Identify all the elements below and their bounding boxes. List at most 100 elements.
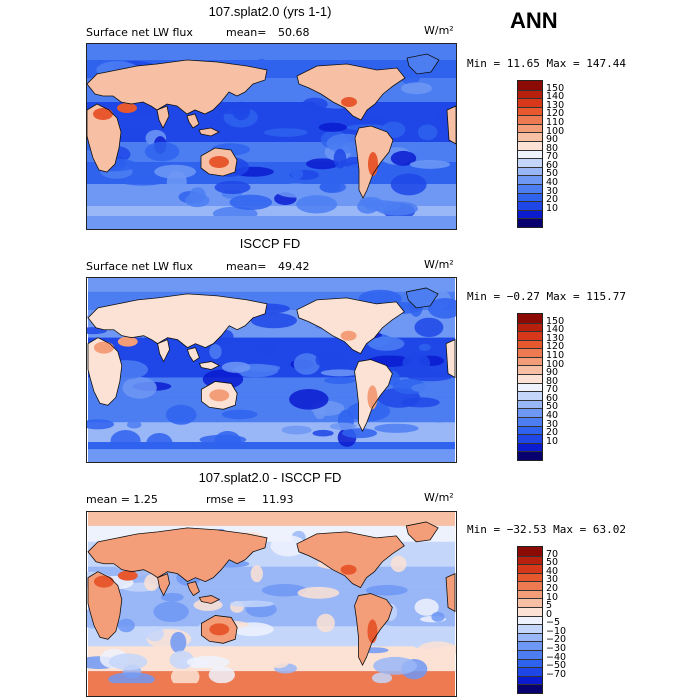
map-field-blob xyxy=(229,194,273,211)
map-field-blob xyxy=(305,158,339,170)
map-field-blob xyxy=(184,193,210,208)
colorbar-tick-label: −40 xyxy=(546,651,567,663)
map-field-blob xyxy=(120,177,165,186)
map-field-blob xyxy=(400,82,433,95)
colorbar-swatch xyxy=(518,615,542,625)
colorbar-swatch xyxy=(518,408,542,417)
panel-3-title: 107.splat2.0 - ISCCP FD xyxy=(198,470,342,485)
map-field-blob xyxy=(275,183,317,198)
colorbar-swatch xyxy=(518,89,542,99)
colorbar-tick-label: 100 xyxy=(546,125,565,137)
colorbar-tick-label: −70 xyxy=(546,668,567,680)
colorbar-tick-label: 50 xyxy=(546,401,559,413)
land-india xyxy=(157,573,170,596)
map-field-blob xyxy=(302,97,328,111)
colorbar-swatch xyxy=(518,183,542,193)
colorbar-tick-label: 20 xyxy=(546,427,559,439)
coastline-eurasia xyxy=(87,293,268,349)
colorbar-tick-label: −50 xyxy=(546,660,567,672)
colorbar-tick-label: 130 xyxy=(546,99,565,111)
colorbar-swatch xyxy=(518,115,542,124)
colorbar-tick-label: 90 xyxy=(546,134,559,146)
land-antarctica xyxy=(87,449,456,462)
colorbar-tick-label: 20 xyxy=(546,194,559,206)
colorbar-swatch xyxy=(518,425,542,435)
map-field-blob xyxy=(319,180,341,193)
map-field-blob xyxy=(250,565,263,583)
map-field-blob xyxy=(411,382,447,393)
panel-1-units: W/m² xyxy=(424,24,454,37)
map-field-blob xyxy=(208,666,235,684)
colorbar-tick-label: 30 xyxy=(546,185,559,197)
map-field-blob xyxy=(390,173,427,196)
map-field-blob xyxy=(357,199,379,214)
map-field-blob xyxy=(431,611,445,622)
colorbar-tick-label: 80 xyxy=(546,375,559,387)
map-field-blob xyxy=(414,317,444,338)
map-field-blob xyxy=(427,298,456,319)
map-field-blob xyxy=(342,428,378,439)
colorbar-swatch xyxy=(518,166,542,176)
colorbar-swatch xyxy=(518,175,542,184)
colorbar-tick-label: 80 xyxy=(546,142,559,154)
colorbar-swatch xyxy=(518,192,542,202)
land-hotspot xyxy=(117,103,137,113)
colorbar-tick-label: 50 xyxy=(546,168,559,180)
coastline-india xyxy=(157,573,170,597)
season-label: ANN xyxy=(510,8,558,33)
map-field-blob xyxy=(400,397,440,408)
map-field-blob xyxy=(324,358,348,368)
panel-2-mean-label: mean= xyxy=(226,260,267,273)
panel-1-title: 107.splat2.0 (yrs 1-1) xyxy=(208,4,332,19)
map-field-blob xyxy=(110,430,141,452)
colorbar-swatch xyxy=(518,356,542,366)
colorbar-swatch xyxy=(518,382,542,392)
colorbar-swatch xyxy=(518,675,542,685)
land-greenland xyxy=(406,287,439,308)
map-field-blob xyxy=(214,430,241,451)
coastline-africa xyxy=(87,571,456,640)
colorbar-swatch xyxy=(518,547,542,556)
coastline-india xyxy=(157,339,170,363)
map-field-blob xyxy=(289,389,329,410)
colorbar-tick-label: 0 xyxy=(546,608,553,620)
panel-1-colorbar xyxy=(517,80,543,228)
colorbar-swatch xyxy=(518,158,542,167)
colorbar-tick-label: 70 xyxy=(546,384,559,396)
colorbar-tick-label: −10 xyxy=(546,625,567,637)
map-field-blob xyxy=(117,618,135,633)
land-hotspot xyxy=(93,341,114,354)
coastline-greenland xyxy=(405,521,439,543)
colorbar-swatch xyxy=(518,399,542,409)
map-field-blob xyxy=(318,122,347,132)
colorbar-tick-label: 40 xyxy=(546,565,559,577)
land-greenland xyxy=(406,521,439,542)
land-hotspot xyxy=(209,389,230,402)
colorbar-swatch xyxy=(518,81,542,90)
coastline-seasia xyxy=(186,581,221,604)
map-field-blob xyxy=(166,170,187,193)
colorbar-swatch xyxy=(518,201,542,210)
colorbar-swatch xyxy=(518,209,542,219)
land-hotspot xyxy=(93,575,114,588)
map-band xyxy=(87,278,456,292)
map-field-blob xyxy=(108,672,155,687)
panel-2-mean-value: 49.42 xyxy=(278,260,310,273)
panel-1-variable-label: Surface net LW flux xyxy=(86,26,193,39)
land-hotspot xyxy=(209,623,230,636)
colorbar-tick-label: 150 xyxy=(546,82,565,94)
map-field-blob xyxy=(291,168,304,180)
land-hotspot xyxy=(341,97,357,107)
map-field-blob xyxy=(221,409,258,420)
map-field-blob xyxy=(263,128,308,137)
map-field-blob xyxy=(262,339,277,355)
colorbar-tick-label: 110 xyxy=(546,116,565,128)
map-field-blob xyxy=(371,672,393,684)
land-namerica xyxy=(296,531,405,588)
land-hotspot xyxy=(117,570,138,581)
colorbar-swatch xyxy=(518,572,542,582)
colorbar-tick-label: −30 xyxy=(546,643,567,655)
panel-3-rmse-value: 11.93 xyxy=(262,493,294,506)
map-field-blob xyxy=(402,352,431,375)
colorbar-tick-label: 70 xyxy=(546,151,559,163)
